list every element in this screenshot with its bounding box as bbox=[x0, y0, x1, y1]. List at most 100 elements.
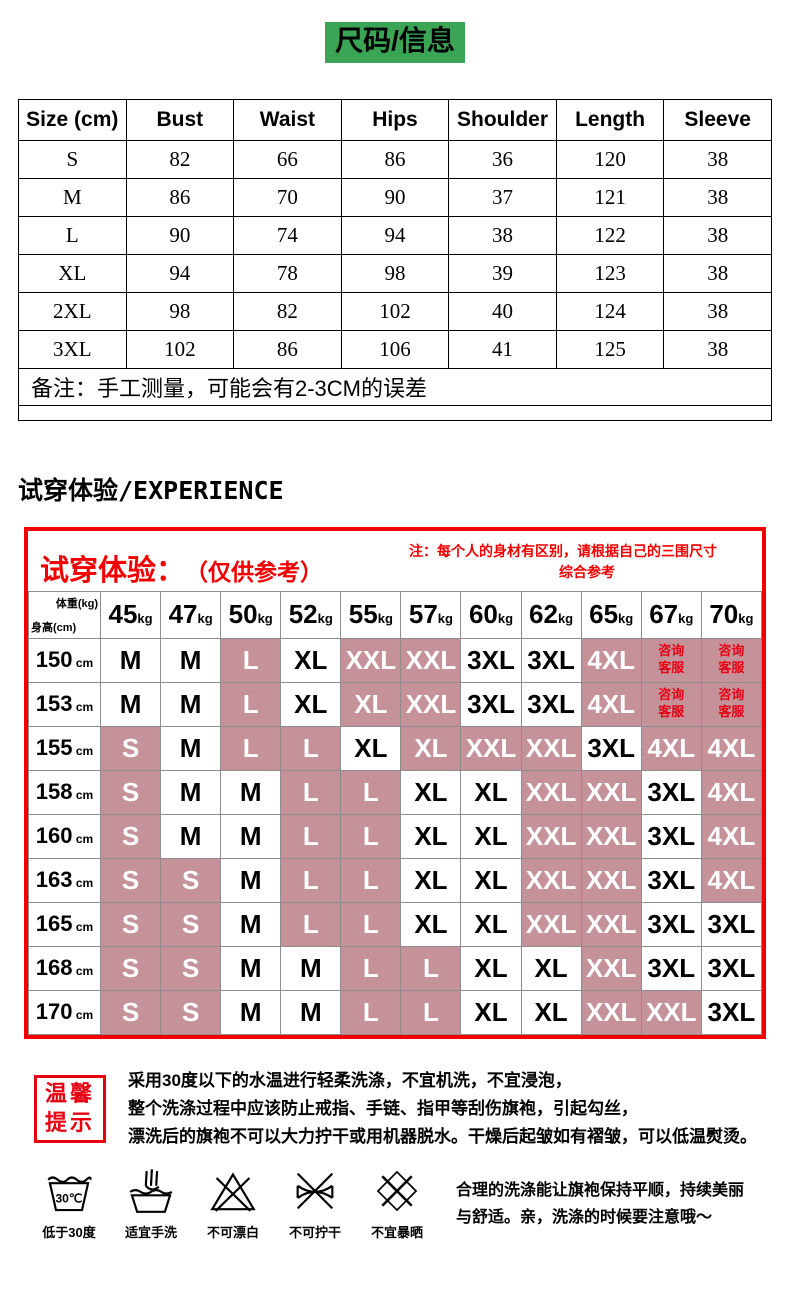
no-sun-icon bbox=[376, 1170, 418, 1211]
recommended-size-cell: M bbox=[99, 637, 162, 683]
recommended-size-cell: XL bbox=[400, 857, 462, 903]
wash-symbol-handwash: 适宜手洗 bbox=[112, 1165, 190, 1241]
recommended-size-cell: 3XL bbox=[640, 769, 702, 815]
recommended-size-cell: XL bbox=[460, 989, 522, 1035]
measurement-cell: 90 bbox=[340, 177, 450, 217]
recommended-size-cell: 3XL bbox=[700, 945, 763, 991]
recommended-size-cell: 4XL bbox=[700, 725, 763, 771]
weight-column-header: 67kg bbox=[640, 590, 702, 639]
recommended-size-cell: XXL bbox=[580, 813, 642, 859]
weight-column-header: 62kg bbox=[520, 590, 582, 639]
wash-advice-note: 合理的洗涤能让旗袍保持平顺，持续美丽 与舒适。亲，洗涤的时候要注意哦～ bbox=[456, 1165, 744, 1231]
recommended-size-cell: XXL bbox=[580, 769, 642, 815]
size-label-cell: L bbox=[18, 215, 127, 255]
recommended-size-cell: XL bbox=[460, 813, 522, 859]
recommended-size-cell: XXL bbox=[640, 989, 702, 1035]
recommended-size-cell: S bbox=[160, 901, 222, 947]
no-wring-icon bbox=[296, 1172, 334, 1209]
recommended-size-cell: M bbox=[280, 945, 342, 991]
weight-column-header: 70kg bbox=[700, 590, 763, 639]
fit-table-row: 170 cm S S M M L L XL XL XXL XXL 3XL bbox=[28, 989, 763, 1035]
wash-symbol-no-sun: 不宜暴晒 bbox=[358, 1165, 436, 1241]
height-row-header: 153 cm bbox=[28, 681, 101, 727]
fit-table-row: 160 cm S M M L L XL XL XXL XXL 3XL 4XL bbox=[28, 813, 763, 859]
corner-cell: 体重(kg) 身高(cm) bbox=[28, 590, 101, 639]
recommended-size-cell: XXL bbox=[400, 637, 462, 683]
measurement-cell: 38 bbox=[663, 215, 772, 255]
fit-table-row: 153 cm M M L XL XL XXL 3XL 3XL 4XL 咨询 客服 咨询 客服 bbox=[28, 681, 763, 727]
fit-title-group: 试穿体验： （仅供参考） bbox=[40, 539, 323, 589]
recommended-size-cell: M bbox=[220, 769, 282, 815]
size-table-row: 3XL 102 86 106 41 125 38 bbox=[18, 329, 772, 369]
size-table-row: M 86 70 90 37 121 38 bbox=[18, 177, 772, 217]
size-table: Size (cm) Bust Waist Hips Shoulder Length Slee… bbox=[18, 98, 772, 421]
recommended-size-cell: M bbox=[220, 901, 282, 947]
contact-service-cell: 咨询 客服 bbox=[700, 681, 763, 727]
recommended-size-cell: S bbox=[99, 857, 162, 903]
size-label-cell: M bbox=[18, 177, 127, 217]
height-row-header: 170 cm bbox=[28, 989, 101, 1035]
recommended-size-cell: XXL bbox=[580, 945, 642, 991]
recommended-size-cell: L bbox=[340, 769, 402, 815]
recommended-size-cell: L bbox=[220, 681, 282, 727]
fit-table-body: 150 cm M M L XL XXL XXL 3XL 3XL 4XL 咨询 客服 咨询 客服 153 cm… bbox=[28, 637, 763, 1035]
height-row-header: 155 cm bbox=[28, 725, 101, 771]
recommended-size-cell: L bbox=[340, 989, 402, 1035]
size-label-cell: 3XL bbox=[18, 329, 127, 369]
measurement-cell: 38 bbox=[663, 291, 772, 331]
measurement-cell: 70 bbox=[233, 177, 342, 217]
warm-tips-box: 温馨 提示 bbox=[34, 1074, 106, 1143]
height-row-header: 165 cm bbox=[28, 901, 101, 947]
recommended-size-cell: L bbox=[280, 725, 342, 771]
weight-column-header: 45kg bbox=[99, 590, 162, 639]
fit-weight-header-row: 体重(kg) 身高(cm) 45kg 47kg 50kg 52kg 55kg 57kg 60… bbox=[28, 590, 763, 639]
weight-column-header: 47kg bbox=[160, 590, 222, 639]
size-table-column-header: Shoulder bbox=[448, 98, 557, 141]
recommended-size-cell: 3XL bbox=[520, 681, 582, 727]
recommended-size-cell: L bbox=[400, 945, 462, 991]
weight-column-header: 52kg bbox=[280, 590, 342, 639]
recommended-size-cell: XXL bbox=[520, 769, 582, 815]
warm-tips-line2: 提示 bbox=[44, 1109, 95, 1135]
recommended-size-cell: M bbox=[160, 681, 222, 727]
recommended-size-cell: XL bbox=[400, 901, 462, 947]
measurement-cell: 102 bbox=[125, 329, 235, 369]
recommended-size-cell: XL bbox=[520, 989, 582, 1035]
recommended-size-cell: XXL bbox=[520, 857, 582, 903]
size-table-row: S 82 66 86 36 120 38 bbox=[18, 139, 772, 179]
recommended-size-cell: L bbox=[400, 989, 462, 1035]
measurement-cell: 90 bbox=[125, 215, 235, 255]
recommended-size-cell: 3XL bbox=[640, 945, 702, 991]
wash-label: 不宜暴晒 bbox=[370, 1224, 423, 1240]
recommended-size-cell: XL bbox=[460, 945, 522, 991]
recommended-size-cell: 3XL bbox=[520, 637, 582, 683]
recommended-size-cell: 3XL bbox=[700, 901, 763, 947]
measurement-cell: 86 bbox=[125, 177, 235, 217]
size-table-column-header: Sleeve bbox=[663, 98, 772, 141]
recommended-size-cell: S bbox=[99, 945, 162, 991]
fit-table-row: 150 cm M M L XL XXL XXL 3XL 3XL 4XL 咨询 客服 咨询 客服 bbox=[28, 637, 763, 683]
weight-column-header: 60kg bbox=[460, 590, 522, 639]
recommended-size-cell: M bbox=[160, 813, 222, 859]
recommended-size-cell: XXL bbox=[520, 813, 582, 859]
wash-label: 低于30度 bbox=[42, 1224, 96, 1240]
measurement-cell: 78 bbox=[233, 253, 342, 293]
weight-column-header: 65kg bbox=[580, 590, 642, 639]
recommended-size-cell: XL bbox=[340, 681, 402, 727]
measurement-cell: 38 bbox=[663, 253, 772, 293]
recommended-size-cell: XXL bbox=[580, 901, 642, 947]
measurement-cell: 38 bbox=[663, 177, 772, 217]
measurement-cell: 37 bbox=[448, 177, 557, 217]
recommended-size-cell: 3XL bbox=[460, 681, 522, 727]
warm-tips-line1: 温馨 bbox=[44, 1081, 95, 1106]
recommended-size-cell: M bbox=[160, 725, 222, 771]
recommended-size-cell: M bbox=[280, 989, 342, 1035]
fit-table-row: 163 cm S S M L L XL XL XXL XXL 3XL 4XL bbox=[28, 857, 763, 903]
measurement-cell: 94 bbox=[340, 215, 450, 255]
recommended-size-cell: 3XL bbox=[640, 901, 702, 947]
fit-table: 体重(kg) 身高(cm) 45kg 47kg 50kg 52kg 55kg 57kg 60… bbox=[28, 590, 763, 1035]
recommended-size-cell: XXL bbox=[520, 725, 582, 771]
recommended-size-cell: L bbox=[340, 901, 402, 947]
height-row-header: 163 cm bbox=[28, 857, 101, 903]
measurement-cell: 41 bbox=[448, 329, 557, 369]
